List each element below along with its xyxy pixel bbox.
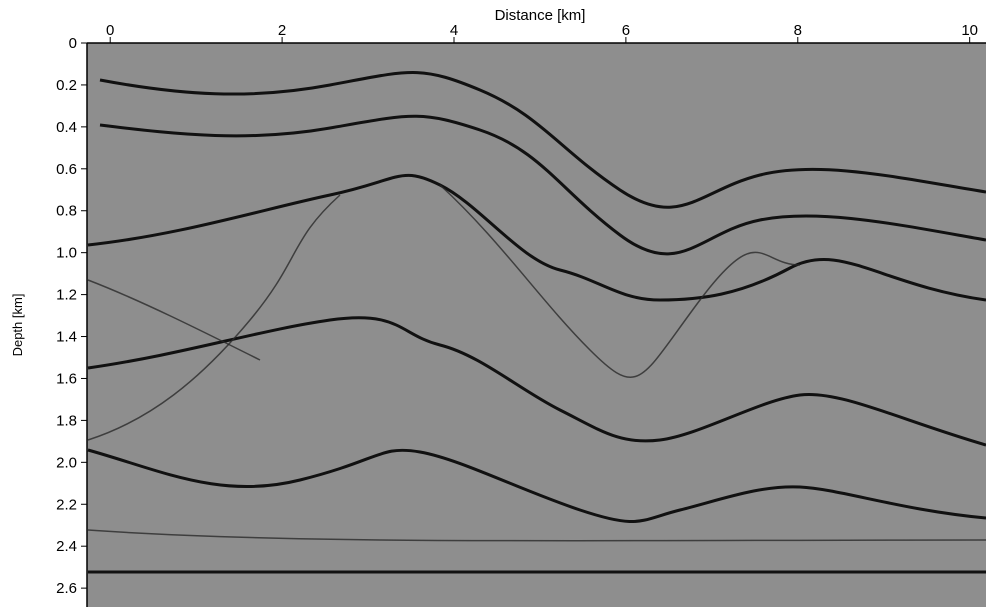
y-tick-label: 0.8 — [56, 203, 77, 220]
y-tick-label: 0.4 — [56, 119, 77, 136]
y-tick-label: 0 — [69, 35, 77, 52]
x-tick-label: 0 — [106, 22, 114, 39]
x-tick-label: 8 — [794, 22, 802, 39]
x-axis-title: Distance [km] — [495, 7, 586, 24]
x-tick-label: 4 — [450, 22, 458, 39]
y-tick-label: 1.0 — [56, 245, 77, 262]
y-tick-label: 0.6 — [56, 161, 77, 178]
y-tick-label: 1.8 — [56, 412, 77, 429]
y-tick-label: 2.4 — [56, 538, 77, 555]
y-tick-label: 1.2 — [56, 287, 77, 304]
x-tick-label: 6 — [622, 22, 630, 39]
y-tick-label: 0.2 — [56, 77, 77, 94]
x-tick-label: 10 — [961, 22, 978, 39]
y-tick-label: 2.0 — [56, 454, 77, 471]
y-tick-label: 1.6 — [56, 370, 77, 387]
x-tick-label: 2 — [278, 22, 286, 39]
seismic-image — [87, 43, 986, 607]
y-axis-title: Depth [km] — [10, 294, 25, 357]
y-tick-label: 1.4 — [56, 329, 77, 346]
y-tick-label: 2.6 — [56, 580, 77, 597]
y-tick-label: 2.2 — [56, 496, 77, 513]
